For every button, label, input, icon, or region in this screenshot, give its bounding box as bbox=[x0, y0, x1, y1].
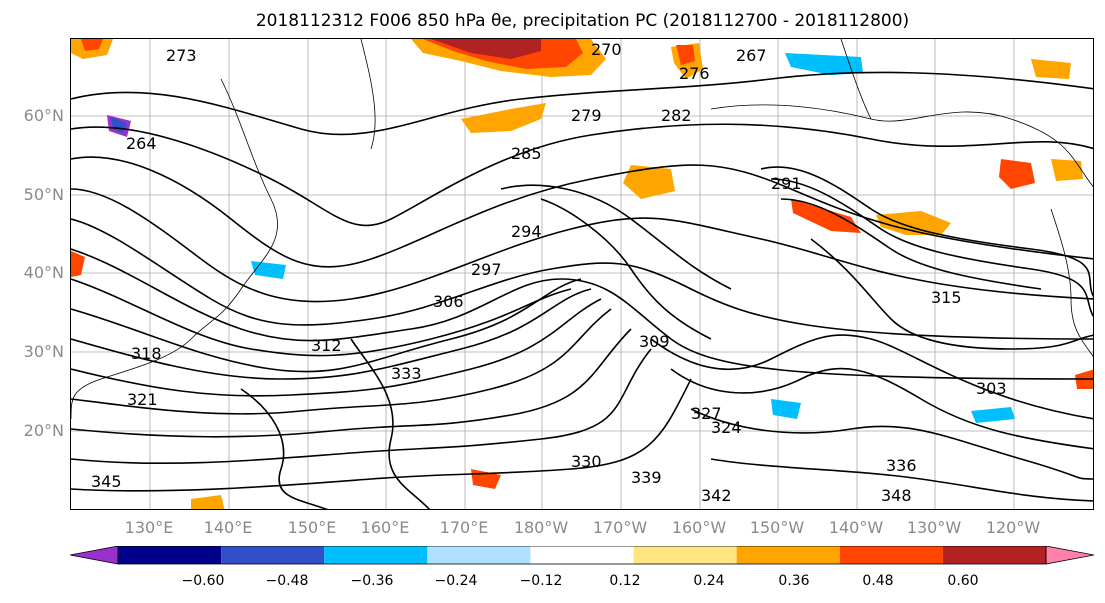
contour-label: 342 bbox=[701, 486, 732, 505]
contour-label: 276 bbox=[679, 64, 710, 83]
lon-label-140e: 140°E bbox=[203, 518, 253, 537]
lat-label-20n: 20°N bbox=[23, 421, 64, 440]
contour-label: 306 bbox=[433, 292, 464, 311]
map-title: 2018112312 F006 850 hPa θe, precipitatio… bbox=[255, 11, 910, 31]
lat-label-40n: 40°N bbox=[23, 263, 64, 282]
contour-labels: 276 273 267 270 279 282 285 264 291 294 … bbox=[91, 40, 1007, 505]
contour-label: 330 bbox=[571, 452, 602, 471]
lon-label-160w: 160°W bbox=[671, 518, 727, 537]
colorbar-segment bbox=[427, 546, 531, 564]
theta-e-contours bbox=[71, 71, 1093, 509]
colorbar-tick: 0.12 bbox=[609, 573, 641, 589]
colorbar-segment bbox=[736, 546, 840, 564]
contour-label: 312 bbox=[311, 336, 342, 355]
lon-label-150w: 150°W bbox=[749, 518, 805, 537]
contour-label: 282 bbox=[661, 106, 692, 125]
coastlines bbox=[71, 39, 1093, 420]
lon-label-170e: 170°E bbox=[439, 518, 489, 537]
lat-label-30n: 30°N bbox=[23, 342, 64, 361]
precipitation-colorbar bbox=[70, 546, 1094, 565]
contour-label: 294 bbox=[511, 222, 542, 241]
colorbar-tick: −0.60 bbox=[181, 573, 225, 589]
contour-label: 324 bbox=[711, 418, 742, 437]
lon-label-120w: 120°W bbox=[985, 518, 1041, 537]
colorbar-tick: −0.36 bbox=[350, 573, 394, 589]
colorbar-segment bbox=[633, 546, 737, 564]
lon-label-180w: 180°W bbox=[513, 518, 569, 537]
graticule bbox=[71, 39, 1093, 509]
contour-label: 336 bbox=[886, 456, 917, 475]
contour-label: 318 bbox=[131, 344, 162, 363]
colorbar-tick: 0.60 bbox=[947, 573, 979, 589]
contour-label: 273 bbox=[166, 46, 197, 65]
lat-label-60n: 60°N bbox=[23, 106, 64, 125]
colorbar-segment bbox=[530, 546, 634, 564]
contour-label: 303 bbox=[976, 379, 1007, 398]
lon-label-130w: 130°W bbox=[906, 518, 962, 537]
contour-label: 264 bbox=[126, 134, 157, 153]
contour-label: 309 bbox=[639, 332, 670, 351]
contour-label: 315 bbox=[931, 288, 962, 307]
colorbar-extend-high bbox=[1045, 546, 1094, 565]
contour-label: 285 bbox=[511, 144, 542, 163]
colorbar-segment bbox=[324, 546, 428, 564]
contour-label: 291 bbox=[771, 174, 802, 193]
contour-label: 345 bbox=[91, 472, 122, 491]
colorbar-segment bbox=[118, 546, 222, 564]
lon-label-160e: 160°E bbox=[360, 518, 410, 537]
contour-label: 267 bbox=[736, 46, 767, 65]
contour-label: 321 bbox=[127, 390, 158, 409]
colorbar-tick: −0.48 bbox=[265, 573, 309, 589]
colorbar-segment bbox=[221, 546, 325, 564]
colorbar-segments bbox=[70, 546, 1094, 565]
lat-label-50n: 50°N bbox=[23, 185, 64, 204]
contour-label: 327 bbox=[691, 404, 722, 423]
colorbar-segment bbox=[839, 546, 943, 564]
contour-label: 348 bbox=[881, 486, 912, 505]
map-panel: 276 273 267 270 279 282 285 264 291 294 … bbox=[70, 38, 1094, 510]
colorbar-outline bbox=[117, 546, 1047, 565]
lon-label-130e: 130°E bbox=[124, 518, 174, 537]
colorbar-extend-low bbox=[70, 546, 119, 565]
contour-label: 297 bbox=[471, 260, 502, 279]
colorbar-segment bbox=[942, 546, 1046, 564]
colorbar-tick: 0.36 bbox=[778, 573, 810, 589]
lon-label-140w: 140°W bbox=[828, 518, 884, 537]
colorbar-tick: 0.24 bbox=[693, 573, 725, 589]
map-canvas: 276 273 267 270 279 282 285 264 291 294 … bbox=[71, 39, 1093, 509]
contour-label: 339 bbox=[631, 468, 662, 487]
colorbar-tick: −0.24 bbox=[434, 573, 478, 589]
colorbar-tick: −0.12 bbox=[519, 573, 563, 589]
lon-label-150e: 150°E bbox=[287, 518, 337, 537]
contour-label: 279 bbox=[571, 106, 602, 125]
precipitation-shading bbox=[71, 39, 1093, 509]
lon-label-170w: 170°W bbox=[592, 518, 648, 537]
colorbar-tick: 0.48 bbox=[862, 573, 894, 589]
contour-label: 270 bbox=[591, 40, 622, 59]
contour-label: 333 bbox=[391, 364, 422, 383]
